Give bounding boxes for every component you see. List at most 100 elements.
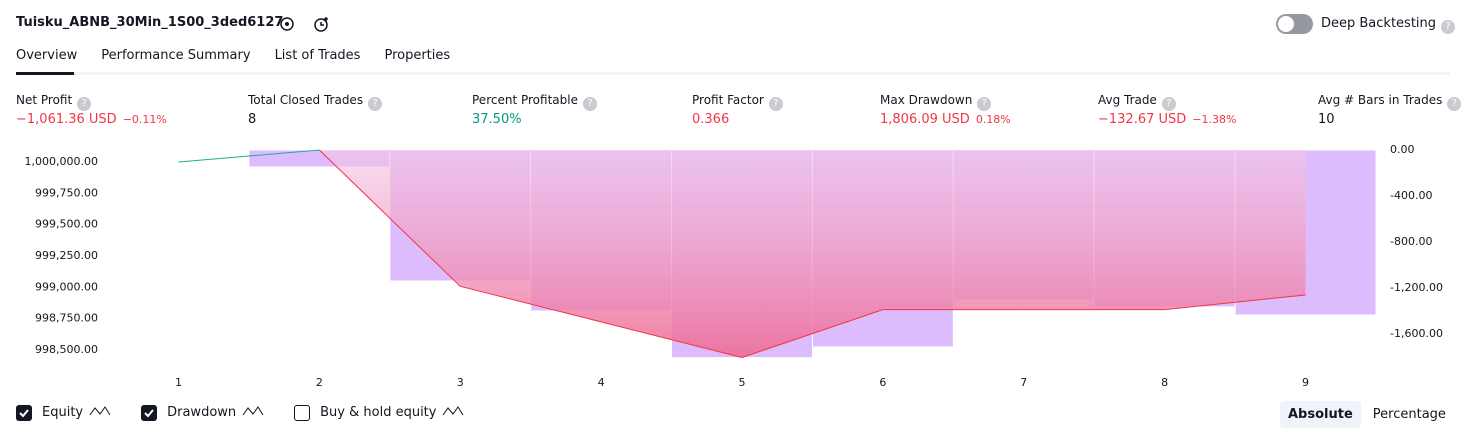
legend-glyph: [242, 406, 264, 416]
y-tick-label: 999,250.00: [35, 249, 98, 262]
legend-label: Drawdown: [167, 405, 237, 420]
metric-value-text: 8: [248, 112, 257, 127]
metric-value: −1,061.36 USD −0.11%: [16, 112, 167, 127]
metric-label-text: Net Profit: [16, 93, 73, 107]
metric-value: 1,806.09 USD 0.18%: [880, 112, 1011, 127]
metric-label: Avg Trade?: [1098, 93, 1236, 111]
x-tick-label: 5: [739, 376, 746, 389]
metric-label-text: Avg Trade: [1098, 93, 1157, 107]
legend-icon: [89, 404, 111, 421]
toggle-text: Deep Backtesting: [1321, 16, 1437, 31]
equity-line: [178, 149, 320, 163]
metric-value-text: 10: [1318, 112, 1335, 127]
y-tick-label: 999,750.00: [35, 186, 98, 199]
y-tick-label: 1,000,000.00: [25, 155, 98, 168]
x-tick-label: 4: [598, 376, 605, 389]
info-icon: ?: [1447, 97, 1462, 111]
metric-value-text: 37.50%: [472, 112, 522, 127]
tab-rule: [16, 72, 1450, 75]
y-tick-label: 999,000.00: [35, 280, 98, 293]
chart: 1,000,000.00 999,750.00 999,500.00 999,250.…: [25, 143, 1443, 389]
check: [19, 408, 29, 417]
legend-checkbox[interactable]: [16, 404, 32, 421]
scale-buttons: Absolute Percentage: [1280, 401, 1458, 428]
metric-value: 37.50%: [472, 112, 597, 127]
tab[interactable]: Performance Summary: [101, 48, 251, 63]
header-icons[interactable]: [278, 14, 338, 34]
metric-value-text: 0.366: [692, 112, 730, 127]
y-tick-label: 998,500.00: [35, 343, 98, 356]
tabs: Overview Performance Summary List of Trade…: [16, 48, 450, 63]
metric: Avg # Bars in Trades? 10: [1318, 93, 1462, 127]
metric-sub: −1.38%: [1192, 113, 1237, 126]
tab[interactable]: Properties: [384, 48, 451, 63]
legend-checkbox[interactable]: [294, 404, 311, 421]
legend-icon: [242, 404, 264, 421]
metric-label: Total Closed Trades?: [248, 93, 383, 111]
info-icon: ?: [1161, 97, 1176, 111]
x-tick-label: 3: [457, 376, 464, 389]
info-icon: ?: [77, 97, 92, 111]
tab[interactable]: List of Trades: [274, 48, 361, 63]
equity-line: [460, 285, 602, 323]
equity-line: [1164, 294, 1306, 311]
y2-tick-label: -1,200.00: [1390, 281, 1443, 294]
x-tick-label: 7: [1020, 376, 1027, 389]
info-icon: ?: [977, 97, 992, 111]
x-tick-label: 6: [879, 376, 886, 389]
legend-label: Buy & hold equity: [320, 405, 437, 420]
metric-label-text: Avg # Bars in Trades: [1318, 93, 1443, 107]
strategy-title: Tuisku_ABNB_30Min_1S00_3ded6127: [16, 15, 284, 30]
metric-label: Max Drawdown?: [880, 93, 1011, 111]
equity-area: [178, 150, 1306, 358]
metric-value: 8: [248, 112, 382, 127]
equity-line: [741, 309, 884, 358]
metric-value: 0.366: [692, 112, 783, 127]
equity-line: [600, 321, 743, 358]
metric-label-text: Percent Profitable: [472, 93, 578, 107]
legend-label: Equity: [42, 405, 84, 420]
metric-label: Percent Profitable?: [472, 93, 597, 111]
check: [144, 408, 154, 417]
metric-value: 10: [1318, 112, 1461, 127]
metric-label: Net Profit?: [16, 93, 167, 111]
legend-checkbox[interactable]: [141, 404, 158, 421]
scale-button[interactable]: Percentage: [1372, 407, 1446, 422]
metric-label: Profit Factor?: [692, 93, 783, 111]
y2-tick-label: -1,600.00: [1390, 327, 1443, 340]
tab-underline: [16, 72, 74, 75]
legend-glyph: [89, 406, 111, 416]
y-tick-label: 999,500.00: [35, 218, 98, 231]
y2-tick-label: 0.00: [1390, 143, 1415, 156]
metric-sub: 0.18%: [975, 113, 1011, 126]
tab[interactable]: Overview: [16, 48, 78, 63]
x-tick-label: 2: [316, 376, 323, 389]
metric-value-text: −132.67 USD: [1098, 112, 1187, 127]
metric: Percent Profitable? 37.50%: [472, 93, 597, 127]
metric: Max Drawdown? 1,806.09 USD 0.18%: [880, 93, 1011, 127]
scale-button[interactable]: Absolute: [1280, 401, 1361, 428]
metric-label-text: Total Closed Trades: [248, 93, 364, 107]
x-tick-label: 1: [175, 376, 182, 389]
metric: Net Profit? −1,061.36 USD −0.11%: [16, 93, 167, 127]
legend-icon: [442, 404, 464, 421]
x-tick-label: 9: [1302, 376, 1309, 389]
toggle[interactable]: [1276, 14, 1313, 34]
metric-sub: −0.11%: [122, 113, 167, 126]
metric-value-text: −1,061.36 USD: [16, 112, 117, 127]
metric-label: Avg # Bars in Trades?: [1318, 93, 1462, 111]
x-tick-label: 8: [1161, 376, 1168, 389]
info-icon: ?: [768, 97, 783, 111]
metric: Profit Factor? 0.366: [692, 93, 783, 127]
y-tick-label: 998,750.00: [35, 312, 98, 325]
legend-glyph: [443, 406, 464, 416]
metric-value: −132.67 USD −1.38%: [1098, 112, 1236, 127]
y2-tick-label: -800.00: [1390, 235, 1432, 248]
metric-value-text: 1,806.09 USD: [880, 112, 970, 127]
drawdown-bar: [107, 149, 250, 152]
toggle-label: Deep Backtesting?: [1321, 16, 1456, 34]
metric: Total Closed Trades? 8: [248, 93, 383, 127]
info-icon: ?: [368, 97, 383, 111]
info-icon: ?: [582, 97, 597, 111]
